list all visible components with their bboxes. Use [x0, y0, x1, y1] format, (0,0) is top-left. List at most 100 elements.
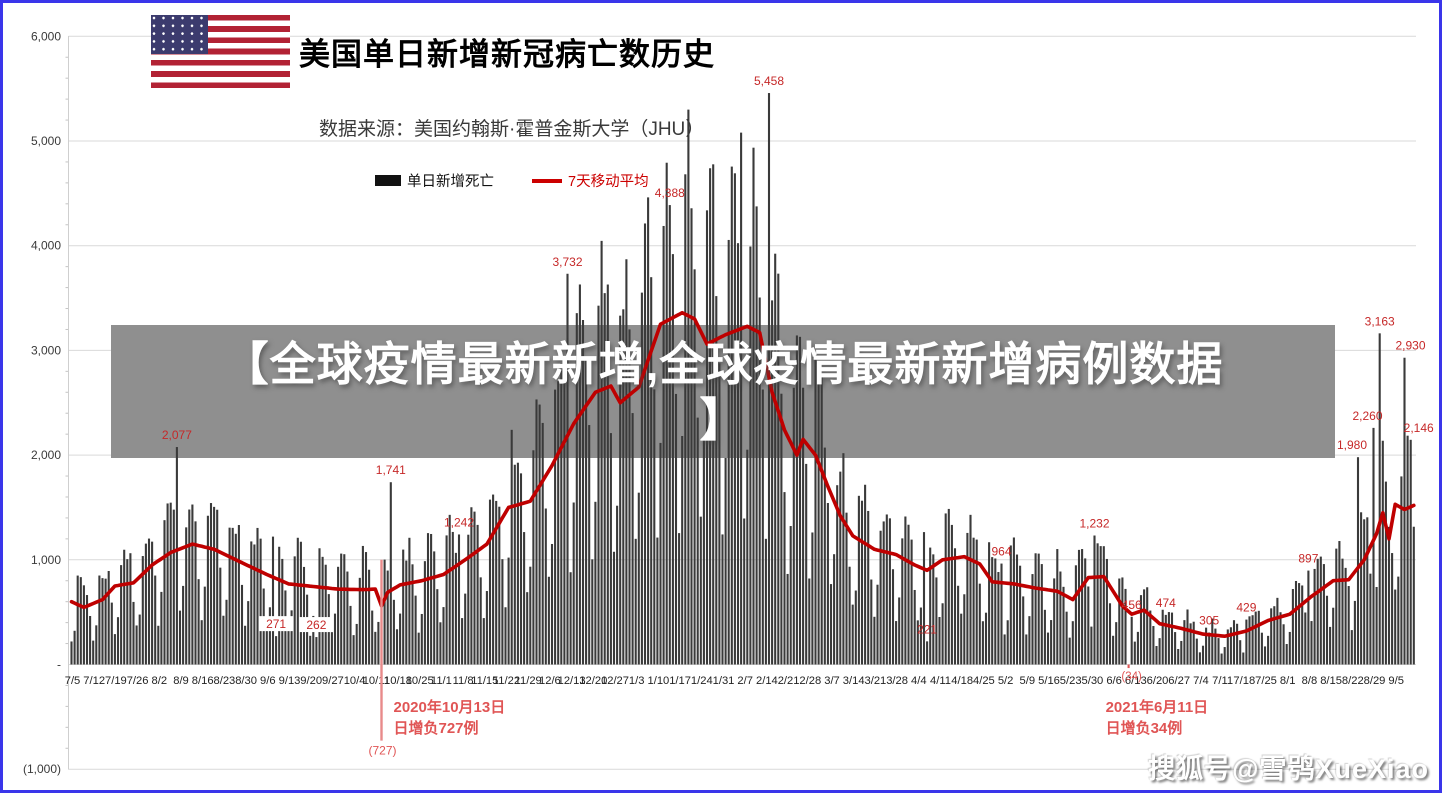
daily-deaths-bar — [554, 389, 557, 665]
daily-deaths-bar — [523, 532, 526, 665]
bar-value-annotation: 456 — [1122, 598, 1142, 612]
daily-deaths-bar — [1192, 621, 1195, 665]
daily-deaths-bar — [337, 566, 340, 665]
x-axis-tick-label: 5/9 — [1020, 675, 1036, 687]
daily-deaths-bar — [1341, 558, 1344, 665]
bar-value-annotation: 1,741 — [376, 463, 406, 477]
daily-deaths-bar — [1310, 621, 1313, 665]
daily-deaths-bar — [761, 389, 764, 665]
daily-deaths-bar — [414, 595, 417, 665]
daily-deaths-bar — [978, 583, 981, 665]
daily-deaths-bar — [814, 357, 817, 665]
daily-deaths-bar — [898, 597, 901, 665]
daily-deaths-bar — [845, 512, 848, 665]
daily-deaths-bar — [473, 511, 476, 665]
daily-deaths-bar — [1195, 638, 1198, 665]
daily-deaths-bar — [569, 572, 572, 665]
daily-deaths-bar — [783, 492, 786, 665]
x-axis-tick-label: 9/27 — [322, 675, 344, 687]
daily-deaths-bar — [575, 313, 578, 665]
daily-deaths-bar — [730, 166, 733, 665]
daily-deaths-bar — [541, 422, 544, 665]
x-axis-tick-label: 8/15 — [1320, 675, 1342, 687]
daily-deaths-bar — [231, 527, 234, 665]
bar-value-annotation: 271 — [266, 617, 286, 631]
daily-deaths-bar — [681, 435, 684, 665]
daily-deaths-bar — [1369, 573, 1372, 665]
daily-deaths-bar — [795, 335, 798, 665]
daily-deaths-bar — [1077, 549, 1081, 665]
daily-deaths-bar — [802, 387, 805, 665]
daily-deaths-bar — [1164, 614, 1167, 665]
us-flag-icon — [151, 15, 290, 88]
daily-deaths-bar — [98, 575, 101, 665]
daily-deaths-bar — [774, 253, 777, 665]
daily-deaths-bar — [1177, 648, 1180, 665]
x-axis-tick-label: 7/25 — [1255, 675, 1277, 687]
daily-deaths-bar — [625, 259, 628, 665]
daily-deaths-bar — [389, 482, 392, 665]
daily-deaths-bar — [324, 564, 327, 665]
annotation-label-box — [299, 617, 334, 633]
daily-deaths-bar — [95, 625, 98, 665]
daily-deaths-bar — [216, 509, 219, 665]
daily-deaths-bar — [1248, 616, 1251, 665]
daily-deaths-bar — [1090, 626, 1093, 665]
bar-value-annotation: 2,146 — [1404, 421, 1434, 435]
daily-deaths-bar — [383, 559, 386, 665]
daily-deaths-bar — [178, 610, 182, 665]
daily-deaths-bar — [1406, 435, 1409, 665]
daily-deaths-bar — [1108, 603, 1112, 665]
daily-deaths-bar — [1201, 645, 1205, 665]
daily-deaths-bar — [423, 561, 426, 665]
x-axis-tick-label: 5/23 — [1060, 675, 1082, 687]
daily-deaths-bar — [572, 502, 575, 665]
x-axis-tick-label: 8/9 — [173, 675, 189, 687]
daily-deaths-bar — [213, 506, 216, 665]
daily-deaths-bar — [507, 557, 510, 665]
daily-deaths-bar — [696, 417, 699, 665]
daily-deaths-bar — [129, 553, 132, 665]
daily-deaths-bar — [154, 575, 157, 665]
daily-deaths-bar — [864, 484, 867, 665]
daily-deaths-bar — [1282, 624, 1285, 665]
daily-deaths-bar — [1273, 606, 1276, 665]
daily-deaths-bar — [1372, 427, 1375, 665]
daily-deaths-bar — [104, 578, 107, 665]
daily-deaths-bar — [225, 599, 228, 665]
daily-deaths-bar — [628, 329, 631, 665]
daily-deaths-bar — [1322, 564, 1325, 665]
daily-deaths-bar — [792, 387, 795, 665]
daily-deaths-bar — [1378, 333, 1381, 665]
daily-deaths-bar — [1205, 627, 1208, 665]
x-axis-tick-label: 10/11 — [363, 675, 390, 687]
daily-deaths-bar — [89, 615, 92, 665]
daily-deaths-bar — [1146, 587, 1149, 665]
x-axis-tick-label: 8/23 — [214, 675, 236, 687]
bar-value-annotation: 964 — [991, 545, 1011, 559]
daily-deaths-bar — [392, 599, 395, 665]
daily-deaths-bar — [1279, 612, 1282, 665]
x-axis-tick-label: 8/1 — [1280, 675, 1296, 687]
daily-deaths-bar — [895, 621, 898, 665]
daily-deaths-bar — [1254, 611, 1257, 665]
daily-deaths-bar — [1356, 457, 1360, 665]
daily-deaths-bar — [981, 621, 984, 665]
x-axis-tick-label: 4/25 — [973, 675, 995, 687]
daily-deaths-bar — [281, 558, 284, 665]
daily-deaths-bar — [1065, 611, 1068, 665]
daily-deaths-bar — [963, 594, 966, 665]
x-axis-tick-label: 2/14 — [756, 675, 778, 687]
daily-deaths-bar — [1046, 632, 1050, 665]
daily-deaths-bar — [417, 632, 420, 665]
daily-deaths-bar — [777, 273, 780, 665]
x-axis-tick-label: 7/26 — [127, 675, 149, 687]
x-axis-tick-label: 9/6 — [260, 675, 276, 687]
daily-deaths-bar — [544, 508, 547, 665]
x-axis-tick-label: 3/28 — [886, 675, 908, 687]
y-axis-tick-label: - — [57, 658, 61, 672]
daily-deaths-bar — [1263, 646, 1267, 665]
daily-deaths-bar — [1189, 623, 1192, 665]
daily-deaths-bar — [966, 532, 969, 665]
x-axis-tick-label: 4/18 — [951, 675, 973, 687]
